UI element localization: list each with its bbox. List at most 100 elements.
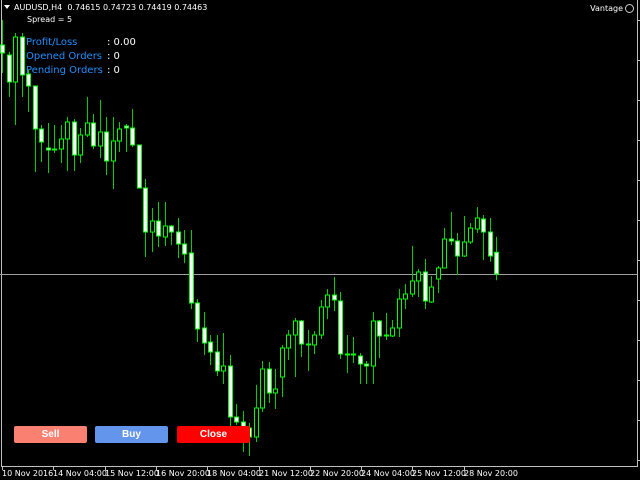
close-button[interactable]: Close xyxy=(177,426,250,443)
candles xyxy=(0,20,499,456)
candle xyxy=(273,369,278,409)
profit-loss-row: Profit/Loss: 0.00 xyxy=(26,37,136,48)
bearish-candle-body xyxy=(33,85,38,130)
bearish-candle-body xyxy=(195,302,200,330)
bearish-candle-body xyxy=(104,131,109,162)
candle xyxy=(397,289,402,337)
bullish-candle-body xyxy=(150,220,155,233)
sell-button[interactable]: Sell xyxy=(14,426,87,443)
symbol-timeframe: AUDUSD,H4 xyxy=(14,3,63,12)
bearish-candle-body xyxy=(0,44,5,54)
info-label: Pending Orders xyxy=(26,65,103,76)
candle xyxy=(202,312,207,355)
candle xyxy=(351,337,356,363)
candle xyxy=(104,117,109,175)
time-axis-label: 14 Nov 04:00 xyxy=(53,469,107,478)
candle xyxy=(130,109,135,147)
candle xyxy=(449,212,454,245)
time-axis-label: 16 Nov 20:00 xyxy=(156,469,210,478)
candle xyxy=(254,385,259,442)
chart-header: AUDUSD,H4 0.74615 0.74723 0.74419 0.7446… xyxy=(4,3,207,12)
time-axis-label: 21 Nov 12:00 xyxy=(259,469,313,478)
candle xyxy=(371,312,376,384)
bullish-candle-body xyxy=(59,138,64,150)
bearish-candle-body xyxy=(208,341,213,353)
bullish-candle-body xyxy=(410,280,415,295)
bearish-candle-body xyxy=(124,125,129,129)
candle xyxy=(468,223,473,244)
candle xyxy=(91,114,96,149)
bullish-candle-body xyxy=(468,227,473,243)
bullish-candle-body xyxy=(13,36,18,83)
candle xyxy=(364,361,369,384)
candle xyxy=(338,292,343,359)
bullish-candle-body xyxy=(293,320,298,336)
candle xyxy=(156,202,161,247)
bearish-candle-body xyxy=(345,353,350,356)
bullish-candle-body xyxy=(117,128,122,142)
time-axis-label: 28 Nov 20:00 xyxy=(464,469,518,478)
candle xyxy=(124,124,129,152)
bearish-candle-body xyxy=(267,368,272,394)
bearish-candle-body xyxy=(215,351,220,372)
time-axis-label: 24 Nov 04:00 xyxy=(361,469,415,478)
candle xyxy=(494,236,499,281)
bearish-candle-body xyxy=(130,127,135,146)
candle xyxy=(72,119,77,171)
info-value: : 0 xyxy=(107,51,120,62)
candle xyxy=(33,85,38,172)
buy-button[interactable]: Buy xyxy=(95,426,168,443)
candle xyxy=(286,330,291,360)
bearish-candle-body xyxy=(449,238,454,242)
candle xyxy=(0,20,5,73)
candle xyxy=(150,208,155,252)
candle xyxy=(332,277,337,311)
candle xyxy=(182,230,187,263)
bearish-candle-body xyxy=(46,147,51,151)
bearish-candle-body xyxy=(481,218,486,233)
bearish-candle-body xyxy=(156,220,161,237)
bullish-candle-body xyxy=(280,347,285,378)
bullish-candle-body xyxy=(442,238,447,269)
info-label: Opened Orders xyxy=(26,51,103,62)
candle xyxy=(39,125,44,162)
candle xyxy=(59,125,64,163)
candle xyxy=(312,331,317,354)
bullish-candle-body xyxy=(111,140,116,162)
candle xyxy=(481,215,486,260)
candle xyxy=(299,320,304,357)
bullish-candle-body xyxy=(319,306,324,336)
bullish-candle-body xyxy=(65,121,70,140)
bullish-candle-body xyxy=(325,294,330,308)
bearish-candle-body xyxy=(488,231,493,257)
candle xyxy=(423,259,428,309)
candle xyxy=(358,353,363,384)
candle xyxy=(436,266,441,293)
bullish-candle-body xyxy=(416,271,421,282)
candle xyxy=(137,144,142,189)
bearish-candle-body xyxy=(137,144,142,189)
bullish-candle-body xyxy=(312,334,317,346)
time-axis-label: 25 Nov 12:00 xyxy=(412,469,466,478)
candle xyxy=(488,218,493,262)
bearish-candle-body xyxy=(332,294,337,301)
candle xyxy=(228,355,233,427)
bullish-candle-body xyxy=(462,241,467,257)
bullish-candle-body xyxy=(221,365,226,372)
info-label: Profit/Loss xyxy=(26,37,78,48)
candle xyxy=(221,333,226,384)
candle xyxy=(46,123,51,173)
bearish-candle-body xyxy=(182,243,187,255)
candle xyxy=(98,100,103,158)
candle xyxy=(403,284,408,309)
candle xyxy=(176,218,181,258)
candle xyxy=(306,330,311,371)
bullish-candle-body xyxy=(254,407,259,438)
bearish-candle-body xyxy=(306,343,311,346)
dropdown-triangle-icon[interactable] xyxy=(4,5,10,9)
bearish-candle-body xyxy=(299,320,304,345)
axis-ticks xyxy=(2,20,640,470)
candle xyxy=(111,117,116,189)
bullish-candle-body xyxy=(397,298,402,329)
